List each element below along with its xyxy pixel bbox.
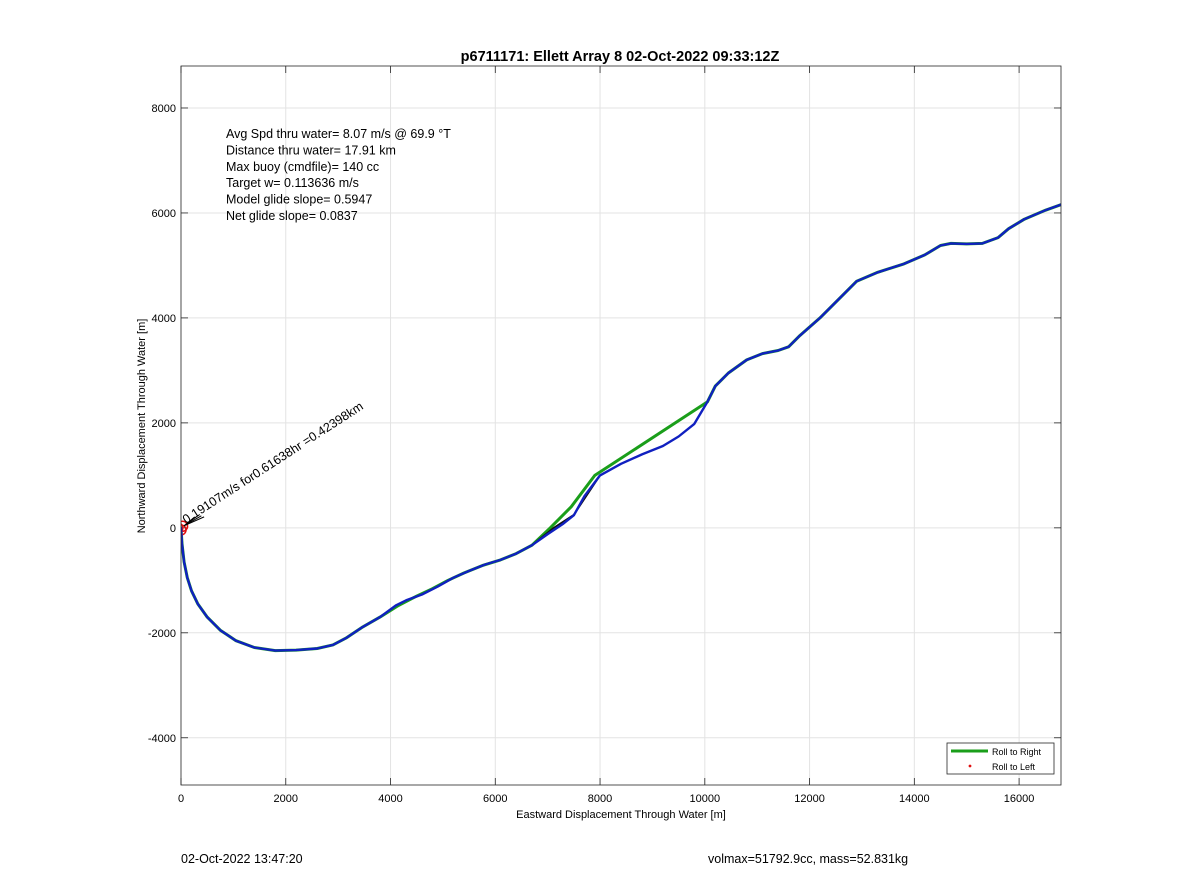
x-tick-label: 6000 [483, 793, 507, 805]
y-tick-label: 4000 [152, 313, 176, 325]
annotation-line: Avg Spd thru water= 8.07 m/s @ 69.9 °T [226, 127, 451, 141]
legend-swatch-roll-left [968, 764, 972, 768]
plot-area-frame [180, 65, 1062, 786]
legend-label-roll-right: Roll to Right [992, 747, 1042, 757]
chart-title: p6711171: Ellett Array 8 02-Oct-2022 09:… [461, 49, 780, 65]
legend-label-roll-left: Roll to Left [992, 762, 1036, 772]
x-tick-label: 16000 [1004, 793, 1035, 805]
footer-timestamp: 02-Oct-2022 13:47:20 [181, 852, 303, 866]
y-tick-label: 8000 [152, 103, 176, 115]
y-tick-label: 2000 [152, 418, 176, 430]
roll-left-point [181, 520, 189, 533]
x-tick-label: 10000 [690, 793, 721, 805]
annotation-line: Model glide slope= 0.5947 [226, 193, 372, 207]
legend-box [946, 742, 1055, 775]
annotation-line: Target w= 0.113636 m/s [226, 176, 359, 190]
y-tick-label: 0 [170, 523, 176, 535]
y-axis-label: Northward Displacement Through Water [m] [136, 319, 148, 534]
x-tick-label: 2000 [274, 793, 298, 805]
footer-volume-mass: volmax=51792.9cc, mass=52.831kg [708, 852, 909, 866]
roll-left-point [181, 523, 184, 533]
x-tick-label: 4000 [378, 793, 402, 805]
vector-arrow [183, 516, 196, 527]
x-tick-label: 14000 [899, 793, 930, 805]
x-axis-label: Eastward Displacement Through Water [m] [516, 809, 726, 821]
annotation-line: Max buoy (cmdfile)= 140 cc [226, 160, 379, 174]
x-tick-label: 12000 [794, 793, 825, 805]
data-series [181, 203, 1061, 653]
legend: Roll to Right Roll to Left [946, 742, 1055, 775]
x-axis-ticks: 0 2000 4000 6000 8000 10000 12000 14000 16000 [178, 66, 1034, 805]
x-tick-label: 8000 [588, 793, 612, 805]
y-tick-label: -2000 [148, 628, 176, 640]
y-axis-ticks: -4000 -2000 0 2000 4000 6000 8000 [148, 103, 1061, 745]
x-tick-label: 0 [178, 793, 184, 805]
y-tick-label: 6000 [152, 208, 176, 220]
stats-annotations: Avg Spd thru water= 8.07 m/s @ 69.9 °T Di… [226, 127, 451, 223]
annotation-line: Net glide slope= 0.0837 [226, 209, 358, 223]
grid-lines [180, 66, 1061, 785]
track-line-blue [181, 203, 1061, 652]
y-tick-label: -4000 [148, 733, 176, 745]
annotation-line: Distance thru water= 17.91 km [226, 143, 396, 157]
